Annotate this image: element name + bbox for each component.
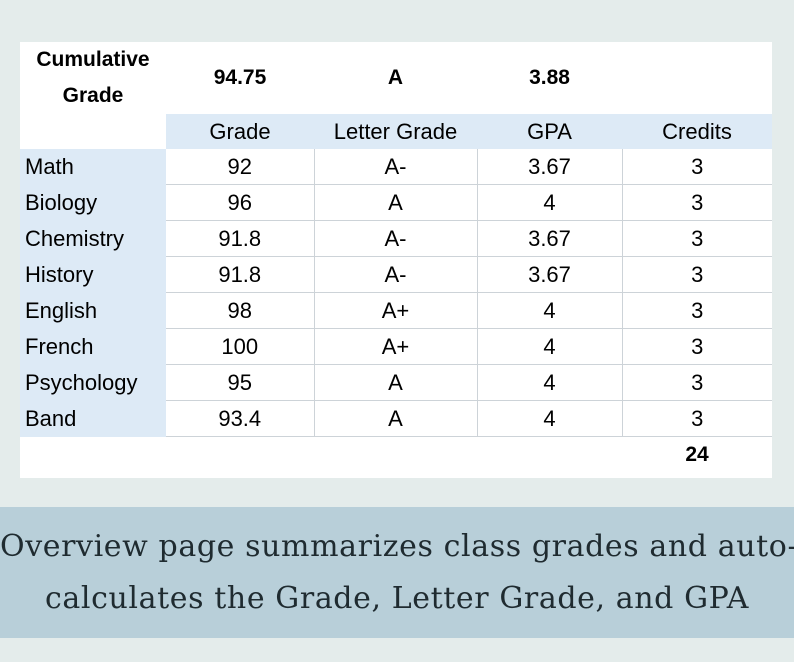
grade-cell: 91.8 (166, 220, 315, 257)
grade-cell: 100 (166, 328, 315, 365)
total-empty-cell (477, 437, 622, 473)
credits-cell: 3 (622, 149, 772, 185)
grade-cell: 96 (166, 184, 315, 221)
cumulative-gpa-value: 3.88 (529, 66, 570, 89)
total-empty-cell (20, 437, 166, 473)
letter-cell: A+ (314, 292, 478, 329)
table-row: History 91.8 A- 3.67 3 (20, 256, 772, 293)
cumulative-label-line1: Cumulative (36, 48, 150, 71)
header-letter-grade: Letter Grade (314, 114, 477, 149)
subject-cell: Biology (20, 184, 166, 221)
header-credits: Credits (622, 114, 772, 149)
letter-cell: A (314, 184, 478, 221)
credits-cell: 3 (622, 328, 772, 365)
gpa-cell: 3.67 (477, 220, 623, 257)
subject-cell: French (20, 328, 166, 365)
grade-cell: 91.8 (166, 256, 315, 293)
grade-sheet: Cumulative Grade 94.75 A 3.88 Grade Lett… (20, 42, 772, 478)
table-row: French 100 A+ 4 3 (20, 328, 772, 365)
subject-cell: Chemistry (20, 220, 166, 257)
total-credits: 24 (685, 442, 709, 466)
cumulative-summary-row: Cumulative Grade 94.75 A 3.88 (20, 42, 772, 114)
subject-cell: English (20, 292, 166, 329)
caption-banner: Overview page summarizes class grades an… (0, 507, 794, 638)
table-row: Psychology 95 A 4 3 (20, 364, 772, 401)
gpa-cell: 3.67 (477, 149, 623, 185)
subject-cell: Psychology (20, 364, 166, 401)
header-grade: Grade (166, 114, 314, 149)
grades-table: Cumulative Grade 94.75 A 3.88 Grade Lett… (20, 42, 772, 472)
cumulative-grade-label: Cumulative Grade (20, 42, 166, 114)
letter-cell: A- (314, 149, 478, 185)
cumulative-label-line2: Grade (62, 84, 124, 107)
table-row: Chemistry 91.8 A- 3.67 3 (20, 220, 772, 257)
gpa-cell: 4 (477, 328, 623, 365)
grade-cell: 92 (166, 149, 315, 185)
grade-cell: 93.4 (166, 400, 315, 437)
letter-cell: A (314, 364, 478, 401)
grade-cell: 98 (166, 292, 315, 329)
letter-cell: A- (314, 256, 478, 293)
subject-cell: Band (20, 400, 166, 437)
caption-line-2: calculates the Grade, Letter Grade, and … (45, 581, 749, 616)
credits-cell: 3 (622, 184, 772, 221)
credits-cell: 3 (622, 256, 772, 293)
table-row: English 98 A+ 4 3 (20, 292, 772, 329)
cumulative-grade-value: 94.75 (213, 66, 267, 89)
header-gpa: GPA (477, 114, 622, 149)
letter-cell: A- (314, 220, 478, 257)
total-empty-cell (166, 437, 314, 473)
table-row: Math 92 A- 3.67 3 (20, 149, 772, 185)
cumulative-letter-value: A (387, 66, 404, 89)
subject-cell: History (20, 256, 166, 293)
total-empty-cell (314, 437, 477, 473)
gpa-cell: 4 (477, 292, 623, 329)
letter-cell: A (314, 400, 478, 437)
cumulative-empty-cell (622, 42, 772, 114)
table-row: Biology 96 A 4 3 (20, 184, 772, 221)
credits-cell: 3 (622, 220, 772, 257)
letter-cell: A+ (314, 328, 478, 365)
credits-cell: 3 (622, 292, 772, 329)
subject-cell: Math (20, 149, 166, 185)
total-row: 24 (20, 437, 772, 473)
gpa-cell: 3.67 (477, 256, 623, 293)
gpa-cell: 4 (477, 184, 623, 221)
credits-cell: 3 (622, 400, 772, 437)
table-row: Band 93.4 A 4 3 (20, 400, 772, 437)
gpa-cell: 4 (477, 364, 623, 401)
credits-cell: 3 (622, 364, 772, 401)
caption-line-1: Overview page summarizes class grades an… (0, 529, 794, 564)
header-corner-cell (20, 114, 166, 149)
grade-cell: 95 (166, 364, 315, 401)
column-header-row: Grade Letter Grade GPA Credits (20, 114, 772, 149)
gpa-cell: 4 (477, 400, 623, 437)
